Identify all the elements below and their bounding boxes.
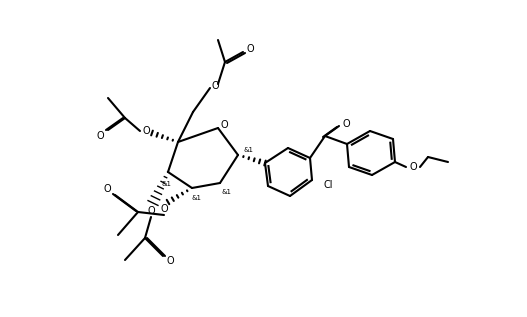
Text: O: O: [147, 206, 155, 216]
Text: O: O: [220, 120, 228, 130]
Text: O: O: [409, 162, 417, 172]
Text: O: O: [166, 256, 174, 266]
Text: O: O: [96, 131, 104, 141]
Text: &1: &1: [221, 189, 231, 195]
Text: O: O: [342, 119, 350, 129]
Text: O: O: [142, 126, 150, 136]
Text: &1: &1: [191, 195, 201, 201]
Text: &1: &1: [243, 147, 253, 153]
Text: O: O: [103, 184, 111, 194]
Text: Cl: Cl: [323, 180, 333, 190]
Text: O: O: [246, 44, 254, 54]
Text: O: O: [211, 81, 219, 91]
Text: &1: &1: [161, 181, 171, 187]
Text: O: O: [160, 204, 168, 214]
